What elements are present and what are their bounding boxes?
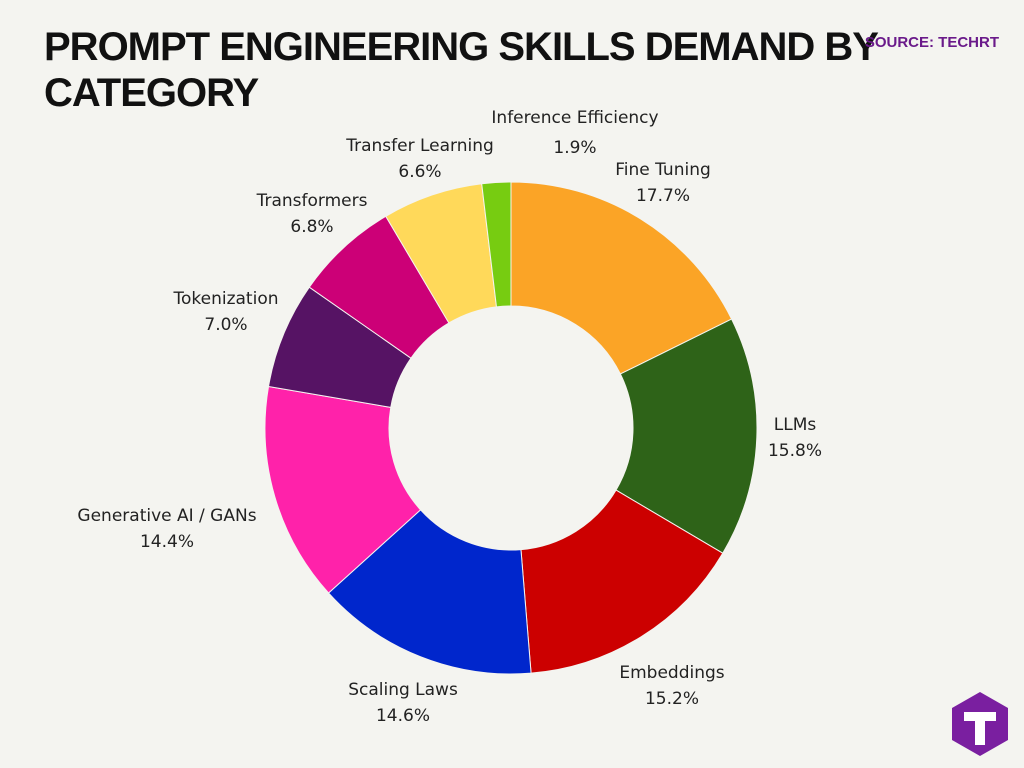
donut-slice [510, 181, 733, 375]
slice-label: Tokenization [173, 289, 279, 309]
logo [952, 692, 1008, 756]
slice-label: Transformers [256, 191, 368, 211]
slice-value-label: 15.2% [645, 689, 699, 709]
slice-label: Scaling Laws [348, 680, 458, 700]
chart-title-line1: PROMPT ENGINEERING SKILLS DEMAND BY [44, 25, 879, 69]
slice-value-label: 15.8% [768, 441, 822, 461]
slice-value-label: 6.8% [290, 217, 333, 237]
slice-label: Transfer Learning [345, 136, 494, 156]
slice-value-label: 14.4% [140, 532, 194, 552]
slice-label: LLMs [774, 415, 817, 435]
slice-value-label: 7.0% [204, 315, 247, 335]
donut-slice [327, 509, 532, 675]
chart-title-line2: CATEGORY [44, 71, 260, 115]
slice-label: Generative AI / GANs [77, 506, 256, 526]
slice-label: Inference Efficiency [491, 108, 658, 128]
slice-label: Fine Tuning [615, 160, 711, 180]
slice-value-label: 14.6% [376, 706, 430, 726]
donut-slice [264, 385, 422, 594]
slice-value-label: 17.7% [636, 186, 690, 206]
donut-slice [481, 181, 512, 308]
slice-value-label: 6.6% [398, 162, 441, 182]
slice-label: Embeddings [619, 663, 724, 683]
donut-slice [615, 318, 758, 554]
donut-slice [520, 489, 724, 674]
source: SOURCE: TECHRT [865, 34, 999, 51]
slice-value-label: 1.9% [553, 138, 596, 158]
